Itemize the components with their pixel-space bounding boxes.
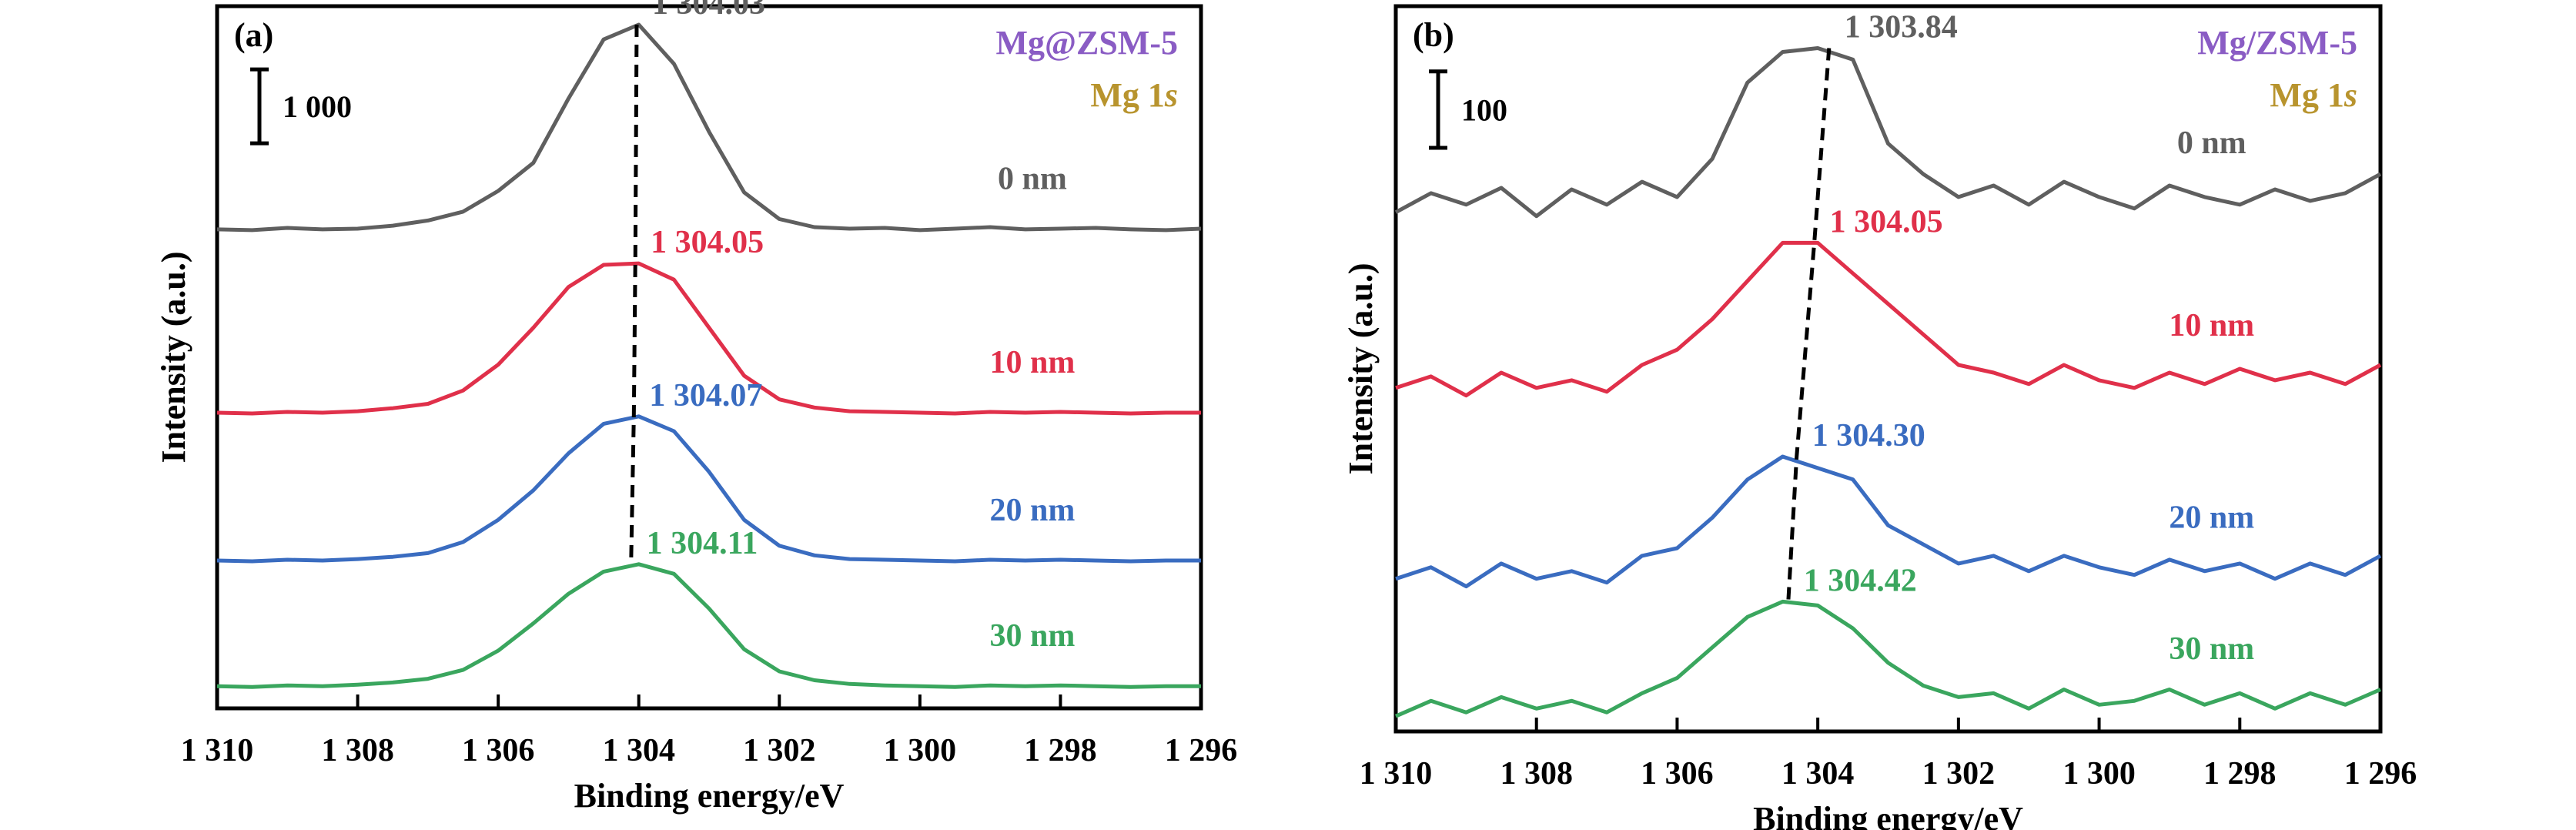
chart-panel-b: 1 310 1 308 1 306 1 304 1 302 1 300 1 298 1 296… bbox=[1342, 4, 2417, 830]
x-axis-label: Binding energy/eV bbox=[574, 777, 845, 815]
peak-label: 1 304.03 bbox=[652, 0, 765, 22]
series-label: 30 nm bbox=[2169, 631, 2254, 667]
series-label: 10 nm bbox=[989, 345, 1075, 380]
scale-bar-label: 1 000 bbox=[283, 89, 352, 124]
y-axis-label: Intensity (a.u.) bbox=[155, 251, 192, 463]
x-tick-label: 1 296 bbox=[1165, 733, 1238, 768]
series-label: 20 nm bbox=[989, 493, 1075, 528]
x-tick-label: 1 306 bbox=[1641, 756, 1714, 792]
scale-bar-label: 100 bbox=[1461, 92, 1507, 127]
plot-frame bbox=[215, 4, 1203, 711]
series-line-20-nm bbox=[216, 414, 1201, 564]
subtitle-italic-s: s bbox=[2343, 76, 2357, 114]
chart-panel-a: 1 310 1 308 1 306 1 304 1 302 1 300 1 298 1 296… bbox=[155, 0, 1237, 815]
x-tick-label: 1 302 bbox=[1922, 756, 1996, 792]
panel-label: (a) bbox=[234, 16, 273, 54]
peak-dashed-line bbox=[629, 24, 639, 564]
x-tick-label: 1 308 bbox=[1500, 756, 1573, 792]
x-tick-label: 1 302 bbox=[743, 733, 816, 768]
subtitle-text: Mg 1 bbox=[2270, 76, 2344, 114]
subtitle-italic-s: s bbox=[1164, 76, 1178, 114]
x-tick-label: 1 300 bbox=[884, 733, 957, 768]
peak-label: 1 304.07 bbox=[649, 378, 762, 413]
x-tick-label: 1 296 bbox=[2344, 756, 2417, 792]
series-label: 0 nm bbox=[2177, 126, 2246, 161]
series-line-30-nm bbox=[1395, 599, 2381, 718]
series-line-10-nm bbox=[216, 261, 1201, 416]
panel-subtitle: Mg 1s bbox=[1090, 76, 1178, 114]
y-axis-label: Intensity (a.u.) bbox=[1342, 263, 1380, 474]
x-tick-label: 1 310 bbox=[1360, 756, 1433, 792]
series-label: 30 nm bbox=[989, 618, 1075, 654]
series-line-20-nm bbox=[1395, 454, 2382, 589]
x-tick-label: 1 308 bbox=[321, 733, 394, 768]
x-tick-label: 1 304 bbox=[1781, 756, 1855, 792]
peak-label: 1 304.11 bbox=[647, 526, 758, 561]
peak-label: 1 303.84 bbox=[1845, 10, 1958, 45]
scale-bar bbox=[250, 67, 269, 146]
panel-label: (b) bbox=[1413, 16, 1454, 54]
series-label: 20 nm bbox=[2169, 500, 2254, 536]
peak-dashed-line bbox=[1786, 48, 1832, 602]
series-label: 0 nm bbox=[998, 161, 1067, 196]
peak-label: 1 304.05 bbox=[1830, 204, 1943, 239]
peak-label: 1 304.30 bbox=[1812, 418, 1925, 453]
panel-subtitle: Mg 1s bbox=[2270, 76, 2357, 114]
scale-bar bbox=[1429, 69, 1447, 150]
panel-title: Mg/ZSM-5 bbox=[2197, 24, 2357, 62]
peak-label: 1 304.05 bbox=[651, 225, 764, 260]
series-line-0-nm bbox=[216, 22, 1202, 233]
series-line-30-nm bbox=[216, 562, 1201, 689]
series-line-0-nm bbox=[1394, 46, 2382, 219]
x-tick-label: 1 300 bbox=[2062, 756, 2136, 792]
peak-label: 1 304.42 bbox=[1804, 563, 1917, 598]
series-line-10-nm bbox=[1395, 240, 2382, 398]
x-tick-label: 1 304 bbox=[602, 733, 675, 768]
x-tick-label: 1 298 bbox=[2203, 756, 2277, 792]
plot-frame bbox=[1393, 4, 2383, 734]
x-tick-label: 1 306 bbox=[462, 733, 535, 768]
x-tick-label: 1 298 bbox=[1024, 733, 1097, 768]
subtitle-text: Mg 1 bbox=[1090, 76, 1165, 114]
panel-title: Mg@ZSM-5 bbox=[996, 24, 1178, 62]
x-tick-label: 1 310 bbox=[181, 733, 254, 768]
series-label: 10 nm bbox=[2169, 308, 2254, 343]
x-axis-label: Binding energy/eV bbox=[1753, 800, 2023, 830]
